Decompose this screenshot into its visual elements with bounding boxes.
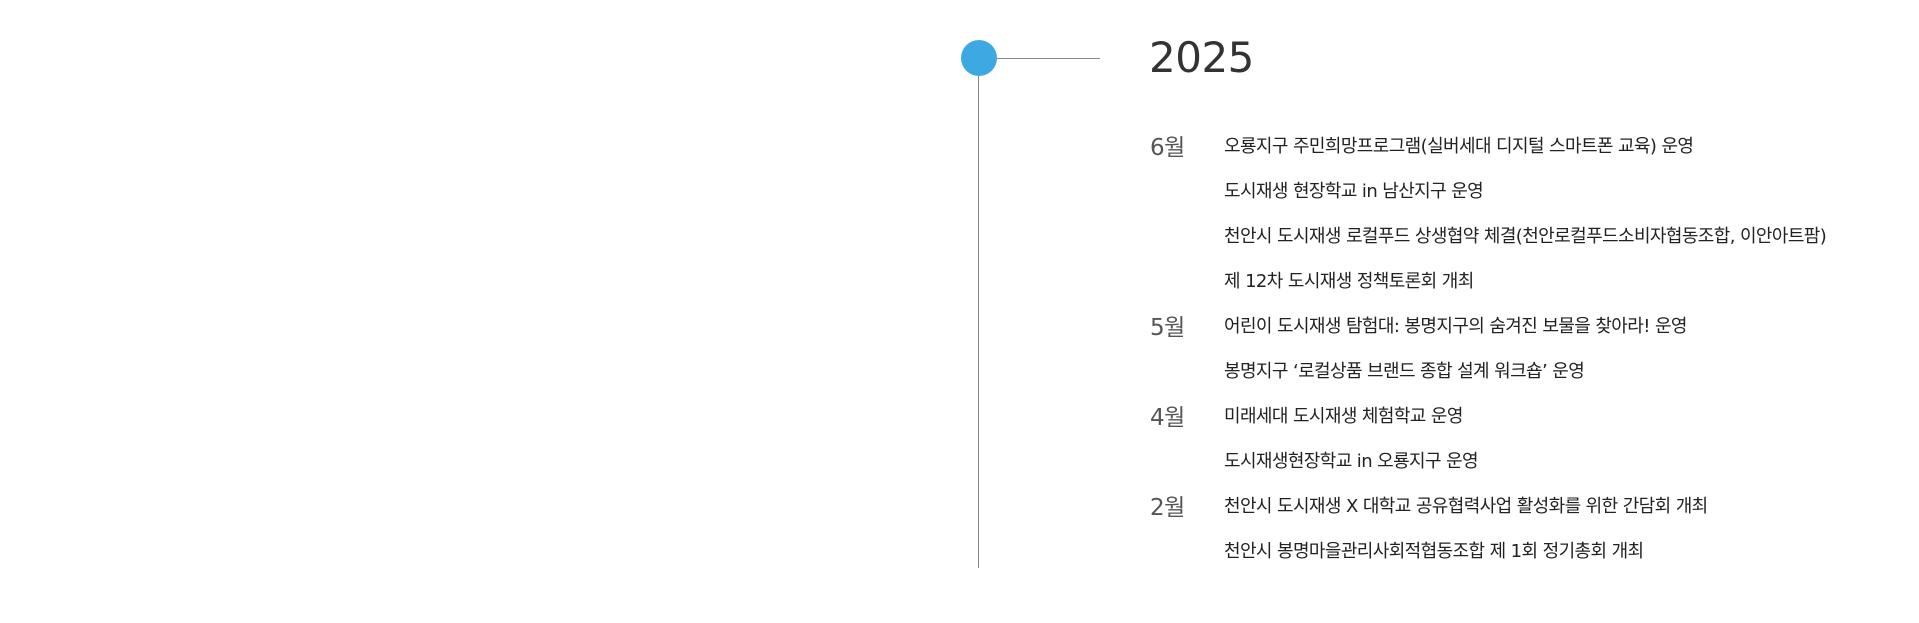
event-text: 천안시 도시재생 X 대학교 공유협력사업 활성화를 위한 간담회 개최 bbox=[1224, 495, 1708, 517]
event-text: 제 12차 도시재생 정책토론회 개최 bbox=[1224, 270, 1474, 292]
month-label: 5월 bbox=[1150, 314, 1185, 341]
event-text: 봉명지구 ‘로컬상품 브랜드 종합 설계 워크숍’ 운영 bbox=[1224, 360, 1585, 382]
month-label: 2월 bbox=[1150, 494, 1185, 521]
event-row: 천안시 봉명마을관리사회적협동조합 제 1회 정기총회 개최 bbox=[1150, 527, 1910, 572]
month-group-february: 2월 천안시 도시재생 X 대학교 공유협력사업 활성화를 위한 간담회 개최 … bbox=[1150, 482, 1910, 572]
event-text: 도시재생 현장학교 in 남산지구 운영 bbox=[1224, 180, 1484, 202]
timeline-dot-icon bbox=[961, 40, 997, 76]
event-text: 어린이 도시재생 탐험대: 봉명지구의 숨겨진 보물을 찾아라! 운영 bbox=[1224, 315, 1687, 337]
event-row: 6월 오룡지구 주민희망프로그램(실버세대 디지털 스마트폰 교육) 운영 bbox=[1150, 122, 1910, 167]
event-text: 미래세대 도시재생 체험학교 운영 bbox=[1224, 405, 1463, 427]
event-text: 오룡지구 주민희망프로그램(실버세대 디지털 스마트폰 교육) 운영 bbox=[1224, 135, 1694, 157]
event-row: 천안시 도시재생 로컬푸드 상생협약 체결(천안로컬푸드소비자협동조합, 이안아… bbox=[1150, 212, 1910, 257]
event-text: 도시재생현장학교 in 오룡지구 운영 bbox=[1224, 450, 1479, 472]
year-heading: 2025 bbox=[1149, 33, 1254, 82]
event-text: 천안시 도시재생 로컬푸드 상생협약 체결(천안로컬푸드소비자협동조합, 이안아… bbox=[1224, 225, 1827, 247]
month-group-june: 6월 오룡지구 주민희망프로그램(실버세대 디지털 스마트폰 교육) 운영 도시… bbox=[1150, 122, 1910, 302]
event-row: 도시재생 현장학교 in 남산지구 운영 bbox=[1150, 167, 1910, 212]
timeline-vertical-line bbox=[978, 58, 979, 568]
event-row: 봉명지구 ‘로컬상품 브랜드 종합 설계 워크숍’ 운영 bbox=[1150, 347, 1910, 392]
event-row: 제 12차 도시재생 정책토론회 개최 bbox=[1150, 257, 1910, 302]
month-group-may: 5월 어린이 도시재생 탐험대: 봉명지구의 숨겨진 보물을 찾아라! 운영 봉… bbox=[1150, 302, 1910, 392]
timeline-connector-line bbox=[996, 58, 1100, 59]
event-list: 6월 오룡지구 주민희망프로그램(실버세대 디지털 스마트폰 교육) 운영 도시… bbox=[1150, 122, 1910, 572]
month-label: 6월 bbox=[1150, 134, 1185, 161]
month-group-april: 4월 미래세대 도시재생 체험학교 운영 도시재생현장학교 in 오룡지구 운영 bbox=[1150, 392, 1910, 482]
event-row: 4월 미래세대 도시재생 체험학교 운영 bbox=[1150, 392, 1910, 437]
event-row: 도시재생현장학교 in 오룡지구 운영 bbox=[1150, 437, 1910, 482]
event-row: 2월 천안시 도시재생 X 대학교 공유협력사업 활성화를 위한 간담회 개최 bbox=[1150, 482, 1910, 527]
event-text: 천안시 봉명마을관리사회적협동조합 제 1회 정기총회 개최 bbox=[1224, 540, 1644, 562]
month-label: 4월 bbox=[1150, 404, 1185, 431]
event-row: 5월 어린이 도시재생 탐험대: 봉명지구의 숨겨진 보물을 찾아라! 운영 bbox=[1150, 302, 1910, 347]
